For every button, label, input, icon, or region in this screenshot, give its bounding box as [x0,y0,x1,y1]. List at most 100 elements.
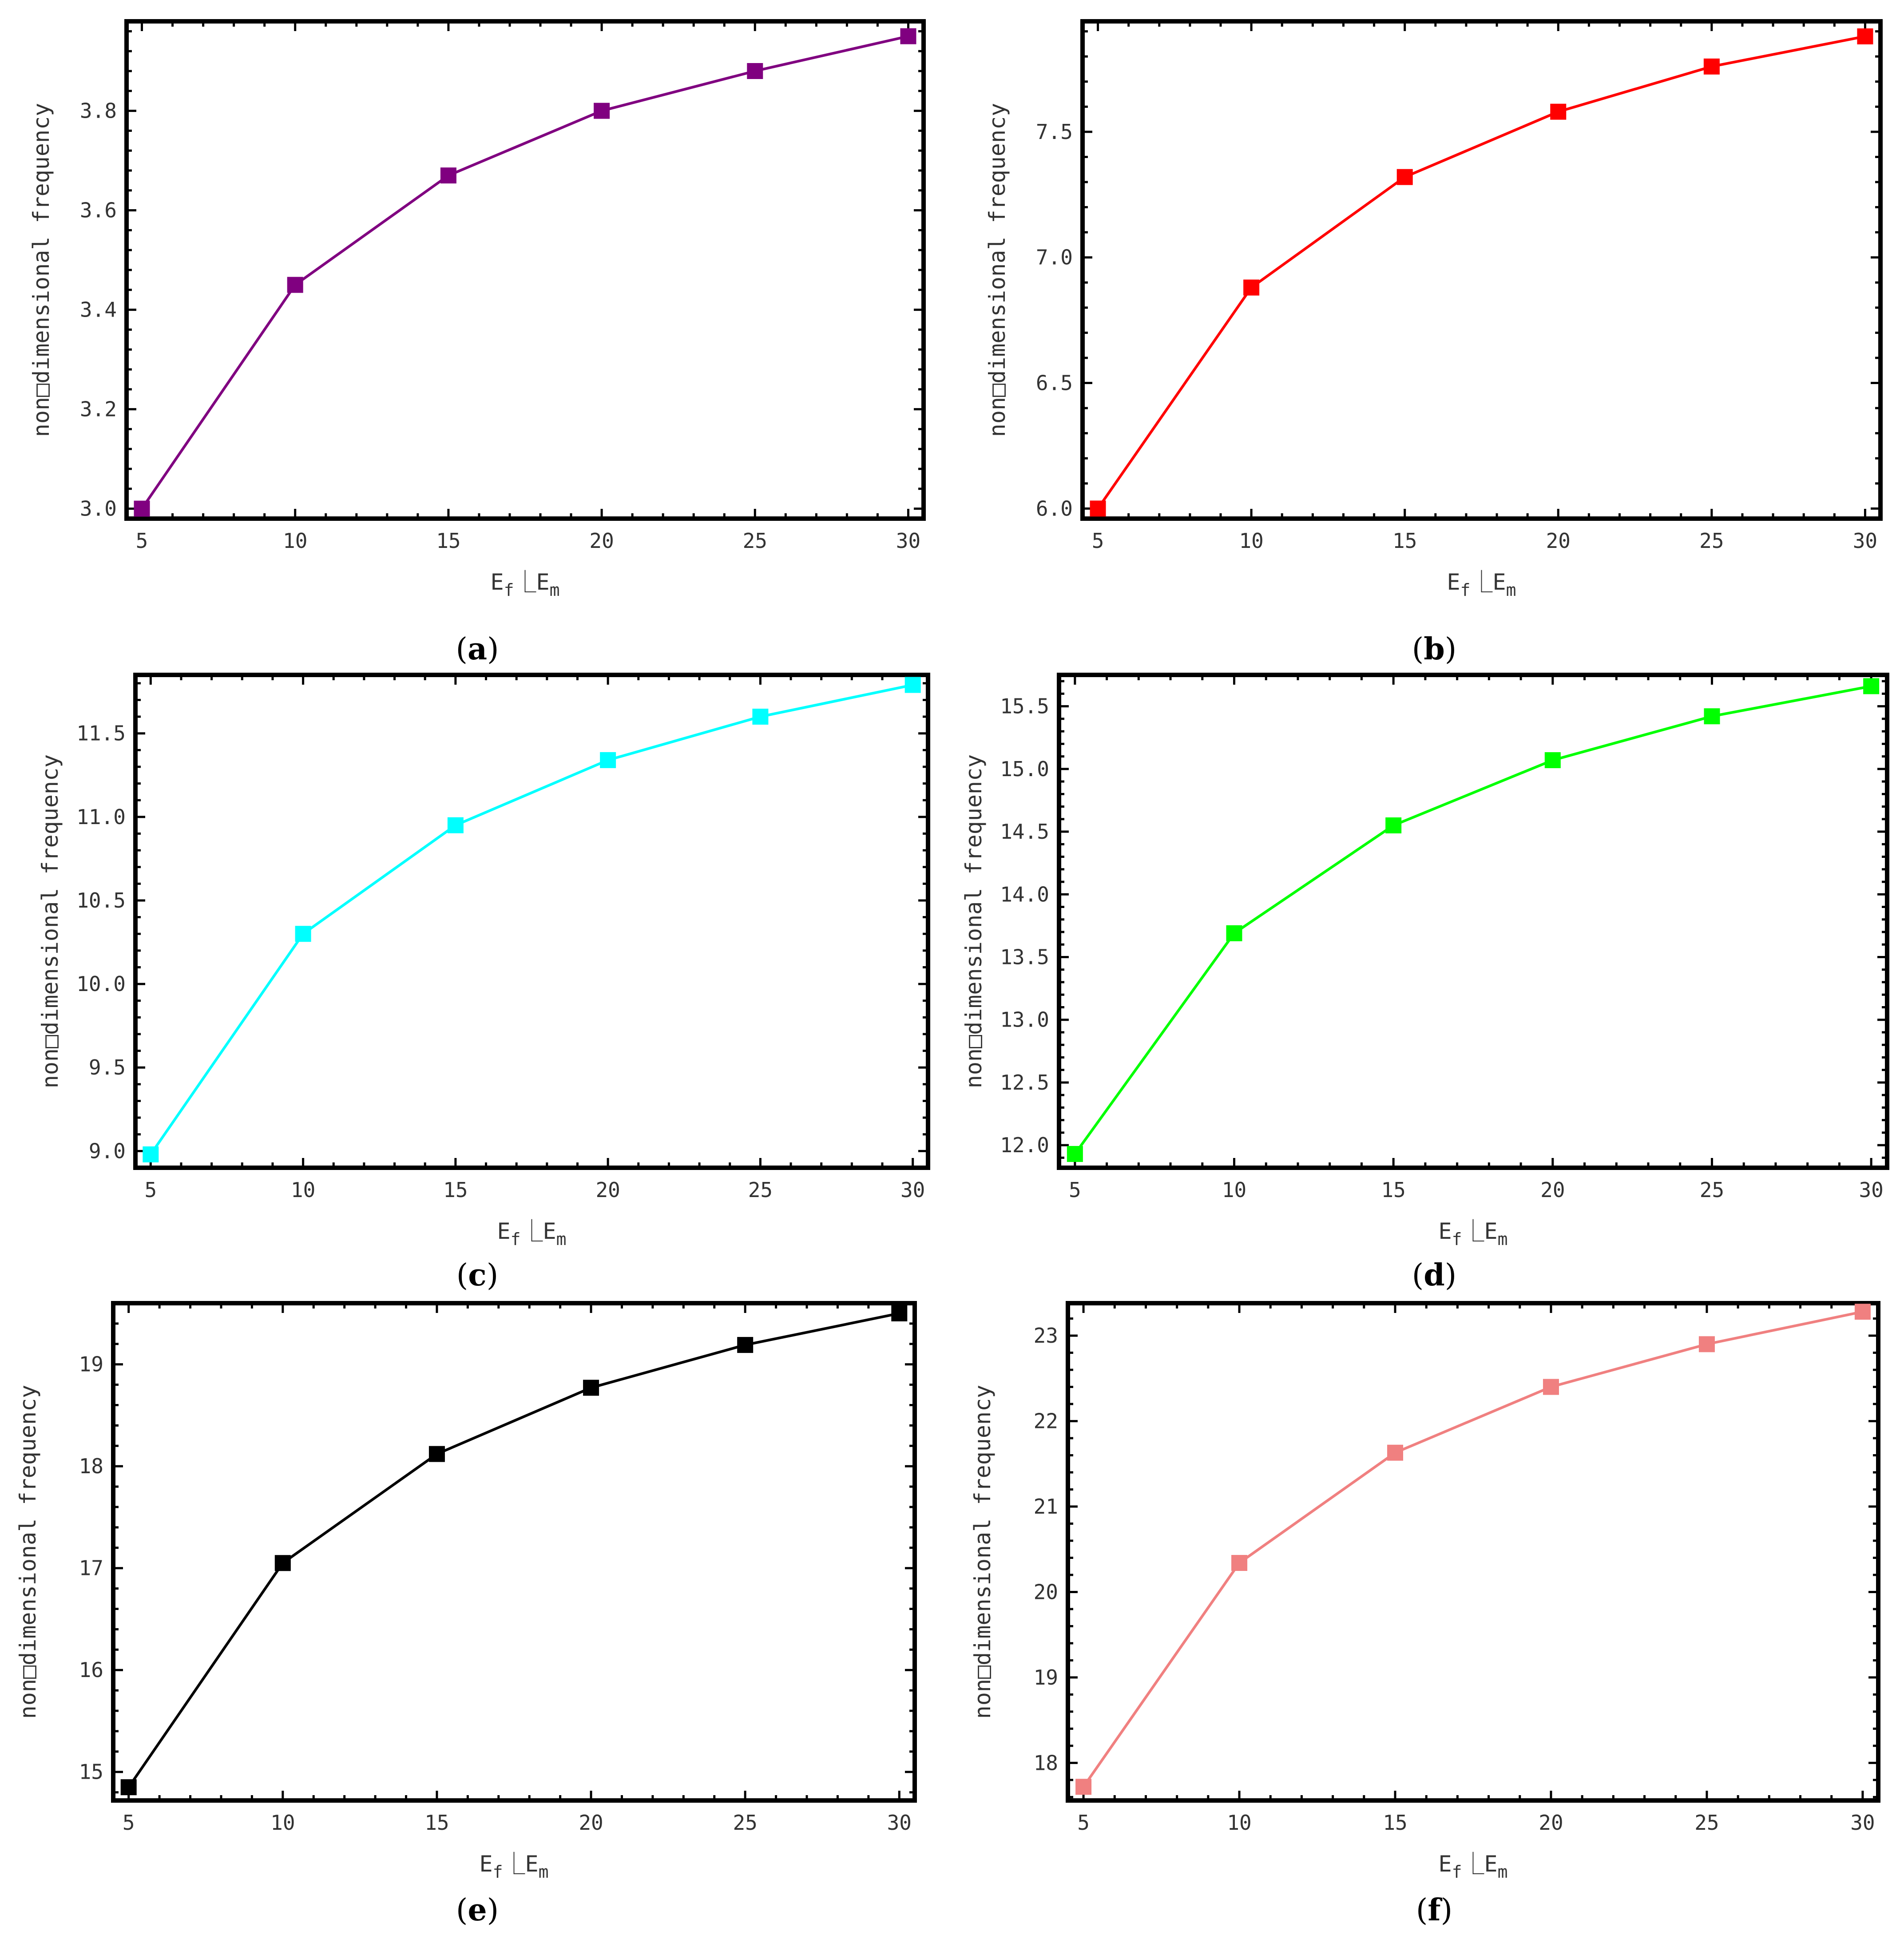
x-tick-label: 30 [896,529,920,553]
x-tick-label: 10 [1227,1811,1251,1835]
data-point-marker [1703,58,1720,75]
x-tick-label: 30 [1859,1178,1883,1202]
data-point-marker [274,1555,291,1571]
data-point-marker [1857,28,1873,44]
y-tick-label: 3.2 [80,397,117,421]
plot-frame [1066,1301,1880,1803]
x-tick-label: 20 [1540,1178,1565,1202]
x-tick-label: 30 [1850,1811,1875,1835]
y-axis-label: non□dimensional frequency [28,103,54,437]
data-point-marker [134,500,150,517]
plot-frame [124,19,926,521]
y-tick-label: 7.5 [1036,120,1073,144]
panel-caption: (c) [456,1257,498,1293]
y-tick-label: 12.5 [1000,1071,1049,1094]
x-tick-label: 5 [136,529,148,553]
y-tick-label: 13.5 [1000,945,1049,969]
data-point-marker [1075,1779,1092,1795]
y-tick-label: 17 [79,1556,103,1580]
x-tick-label: 10 [291,1178,315,1202]
y-axis-label: non□dimensional frequency [970,1385,996,1719]
data-point-marker [143,1146,159,1162]
data-point-marker [600,752,616,768]
data-point-marker [1090,500,1106,517]
plot-frame [1057,673,1889,1170]
data-point-marker [1396,169,1413,185]
x-tick-label: 20 [1539,1811,1563,1835]
x-tick-label: 10 [283,529,307,553]
x-tick-label: 20 [1546,529,1571,553]
y-tick-label: 16 [79,1658,103,1682]
data-point-marker [904,677,921,693]
y-tick-label: 15.0 [1000,757,1049,781]
y-axis-label: non□dimensional frequency [15,1385,41,1719]
x-tick-label: 20 [589,529,614,553]
data-point-marker [583,1380,599,1396]
y-tick-label: 3.0 [80,497,117,521]
x-tick-label: 25 [748,1178,773,1202]
y-tick-label: 19 [1034,1665,1058,1689]
x-tick-label: 30 [900,1178,925,1202]
y-tick-label: 15 [79,1760,103,1784]
x-tick-label: 25 [1700,1178,1724,1202]
x-tick-label: 5 [1092,529,1104,553]
y-tick-label: 14.0 [1000,882,1049,906]
series-line [127,1312,900,1788]
x-tick-label: 30 [887,1811,912,1835]
y-axis-label: non□dimensional frequency [984,103,1010,437]
y-tick-label: 12.0 [1000,1133,1049,1157]
data-point-marker [1226,925,1242,941]
x-tick-label: 5 [1069,1178,1081,1202]
y-tick-label: 7.0 [1036,246,1073,270]
x-tick-label: 25 [1694,1811,1719,1835]
chart-panel-d: 5 10 15 20 25 30 12.0 12.5 13.0 13.5 14.0 14.5 15.0 1… [961,673,1889,1293]
y-tick-label: 9.5 [89,1055,126,1079]
x-axis-label: Ef⎿Em [480,1851,549,1882]
x-axis-label: Ef⎿Em [1439,1851,1508,1882]
y-tick-label: 21 [1034,1495,1058,1519]
data-point-marker [1385,817,1402,833]
x-axis-label: Ef⎿Em [497,1218,567,1249]
panel-caption: (f) [1416,1892,1452,1928]
x-tick-label: 20 [579,1811,603,1835]
data-point-marker [752,709,769,725]
plot-frame [133,673,930,1170]
data-point-marker [428,1446,445,1462]
data-point-marker [747,63,763,79]
panel-caption: (e) [456,1892,499,1928]
chart-panel-b: 5 10 15 20 25 30 6.0 6.5 7.0 7.5 Ef⎿Em non□dimensio… [984,19,1883,667]
x-tick-label: 15 [424,1811,449,1835]
data-point-marker [1863,678,1880,694]
series-line [149,683,913,1155]
x-tick-label: 20 [595,1178,620,1202]
data-point-marker [447,817,464,833]
y-tick-label: 6.5 [1036,371,1073,395]
y-tick-label: 22 [1034,1409,1058,1433]
x-tick-label: 30 [1853,529,1877,553]
data-point-marker [737,1337,754,1353]
y-tick-label: 18 [1034,1751,1058,1775]
x-tick-label: 5 [1077,1811,1090,1835]
data-point-marker [1067,1146,1083,1162]
y-tick-label: 10.5 [76,888,126,912]
data-point-marker [1387,1444,1404,1461]
y-tick-label: 11.0 [76,805,126,829]
series-line [1074,685,1872,1155]
data-point-marker [1704,708,1720,725]
data-point-marker [1854,1304,1871,1320]
y-axis-label: non□dimensional frequency [961,754,987,1089]
y-tick-label: 19 [79,1352,103,1376]
series-line [1082,1310,1863,1788]
y-axis-label: non□dimensional frequency [37,754,63,1089]
x-axis-label: Ef⎿Em [491,569,560,600]
data-point-marker [295,926,311,942]
series-line [1097,35,1866,510]
data-point-marker [1231,1555,1248,1571]
panel-caption: (b) [1412,631,1457,667]
panel-caption: (a) [456,631,499,667]
y-tick-label: 9.0 [89,1139,126,1163]
x-tick-label: 5 [123,1811,135,1835]
series-line [141,35,909,510]
y-tick-label: 3.4 [80,298,117,322]
